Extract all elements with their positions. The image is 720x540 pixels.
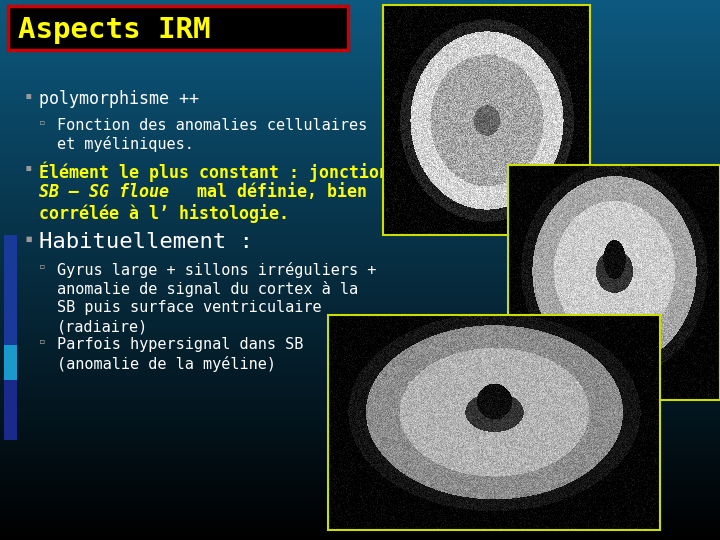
Text: polymorphisme ++: polymorphisme ++ — [39, 90, 199, 108]
Bar — [4, 380, 17, 440]
Text: ▪: ▪ — [25, 90, 32, 103]
Text: SB puis surface ventriculaire: SB puis surface ventriculaire — [57, 300, 322, 315]
Bar — [8, 6, 348, 50]
Text: mal définie, bien: mal définie, bien — [187, 183, 367, 201]
Text: ▪: ▪ — [25, 232, 33, 246]
Text: Fonction des anomalies cellulaires: Fonction des anomalies cellulaires — [57, 118, 367, 133]
Text: Gyrus large + sillons irréguliers +: Gyrus large + sillons irréguliers + — [57, 262, 377, 278]
Text: Habituellement :: Habituellement : — [39, 232, 253, 252]
Text: (anomalie de la myéline): (anomalie de la myéline) — [57, 356, 276, 372]
Text: Parfois hypersignal dans SB: Parfois hypersignal dans SB — [57, 337, 303, 352]
Bar — [4, 235, 17, 345]
Text: ▫: ▫ — [39, 337, 46, 347]
Bar — [383, 5, 590, 235]
Text: Aspects IRM: Aspects IRM — [18, 16, 210, 44]
Bar — [328, 315, 660, 530]
Text: Élément le plus constant : jonction: Élément le plus constant : jonction — [39, 162, 389, 183]
Text: (radiaire): (radiaire) — [57, 319, 148, 334]
Bar — [4, 345, 17, 380]
Text: corrélée à l’ histologie.: corrélée à l’ histologie. — [39, 204, 289, 223]
Text: ▫: ▫ — [39, 262, 46, 272]
Text: et myéliniques.: et myéliniques. — [57, 136, 194, 152]
Bar — [508, 165, 720, 400]
Text: SB – SG floue: SB – SG floue — [39, 183, 169, 201]
Text: anomalie de signal du cortex à la: anomalie de signal du cortex à la — [57, 281, 358, 297]
Text: ▫: ▫ — [39, 118, 46, 128]
Text: ▪: ▪ — [25, 162, 32, 175]
